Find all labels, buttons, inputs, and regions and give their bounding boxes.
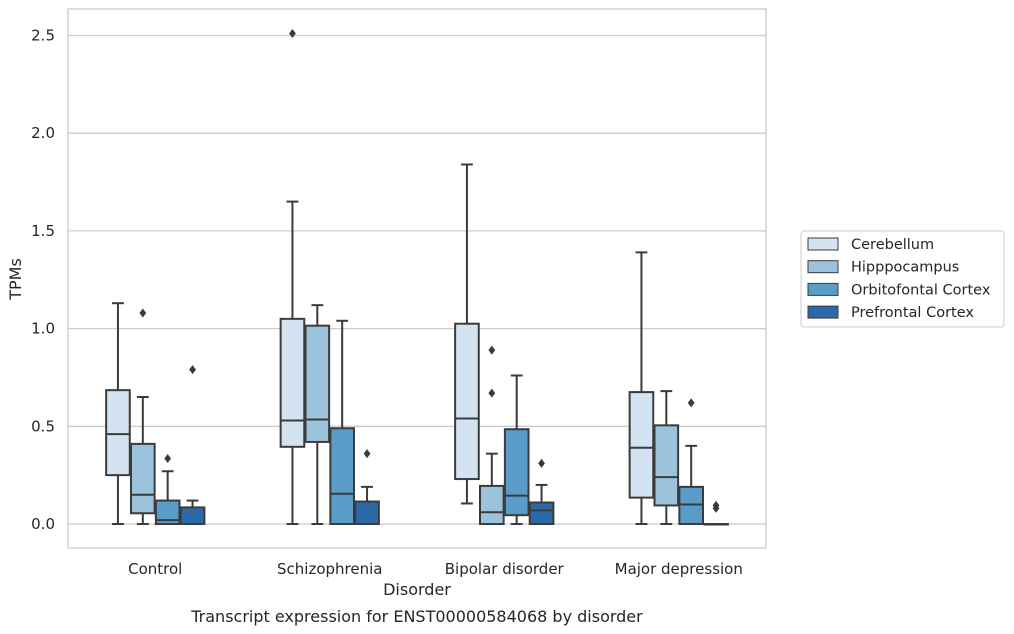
outlier-point	[363, 449, 371, 459]
box-0-1	[279, 29, 306, 525]
box-iqr	[628, 391, 655, 499]
legend-label: Orbitofontal Cortex	[851, 282, 991, 298]
box-iqr	[528, 501, 555, 526]
outlier-point	[488, 388, 496, 398]
box-iqr	[179, 506, 206, 525]
box-iqr	[479, 484, 505, 526]
x-tick-label: Control	[128, 560, 182, 578]
box-iqr	[279, 317, 306, 448]
box-0-0	[105, 302, 131, 525]
x-tick-labels: Control Schizophrenia Bipolar disorder Majo…	[128, 560, 743, 578]
box-3-1	[354, 449, 380, 525]
plot-frame	[67, 8, 767, 549]
box-1-0	[130, 308, 156, 525]
legend-label: Cerebellum	[851, 237, 934, 253]
outlier-point	[189, 365, 196, 375]
outlier-point	[289, 29, 296, 39]
legend-frame	[800, 230, 1005, 328]
chart-caption: Transcript expression for ENST0000058406…	[190, 607, 643, 626]
box-series	[105, 29, 729, 526]
y-tick-label: 1.5	[31, 222, 55, 240]
box-iqr	[329, 427, 355, 525]
box-iqr	[304, 324, 331, 443]
box-0-2	[454, 163, 480, 505]
x-tick-label: Bipolar disorder	[445, 560, 565, 578]
outlier-point	[139, 308, 147, 318]
box-2-3	[678, 398, 704, 525]
y-tick-label: 0.0	[31, 515, 55, 533]
box-iqr	[130, 442, 156, 515]
x-tick-label: Schizophrenia	[277, 560, 382, 578]
box-iqr	[503, 428, 530, 517]
y-tick-label: 2.0	[31, 124, 55, 142]
box-iqr	[653, 424, 680, 507]
outlier-point	[164, 454, 172, 464]
outlier-point	[712, 503, 720, 513]
outlier-point	[488, 345, 496, 355]
box-iqr	[354, 500, 380, 525]
outlier-point	[687, 398, 695, 408]
box-3-2	[528, 458, 555, 526]
y-tick-label: 2.5	[31, 27, 55, 45]
box-iqr	[105, 389, 131, 477]
outlier-point	[538, 458, 545, 468]
box-3-3	[703, 500, 729, 526]
box-iqr	[454, 322, 480, 481]
legend-swatch	[807, 282, 839, 296]
box-2-2	[503, 374, 530, 525]
x-tick-label: Major depression	[615, 560, 743, 578]
legend-swatch	[807, 260, 839, 274]
box-1-2	[479, 345, 505, 526]
y-tick-label: 1.0	[31, 320, 55, 338]
gridlines	[68, 34, 766, 525]
y-tick-labels: 0.0 0.5 1.0 1.5 2.0 2.5	[31, 27, 55, 534]
box-1-3	[653, 390, 680, 525]
legend: Cerebellum Hipppocampus Orbitofontal Corte…	[800, 230, 1005, 328]
legend-label: Prefrontal Cortex	[851, 305, 974, 321]
box-iqr	[154, 499, 181, 526]
x-axis-title: Disorder	[383, 580, 451, 599]
y-tick-label: 0.5	[31, 417, 55, 435]
box-2-0	[154, 454, 181, 526]
legend-swatch	[807, 305, 839, 319]
box-2-1	[329, 319, 355, 525]
box-1-1	[304, 304, 331, 525]
y-axis-title: TPMs	[6, 258, 25, 301]
box-3-0	[179, 365, 206, 525]
legend-swatch	[807, 237, 839, 251]
legend-label: Hipppocampus	[851, 260, 959, 276]
box-0-3	[628, 251, 655, 525]
